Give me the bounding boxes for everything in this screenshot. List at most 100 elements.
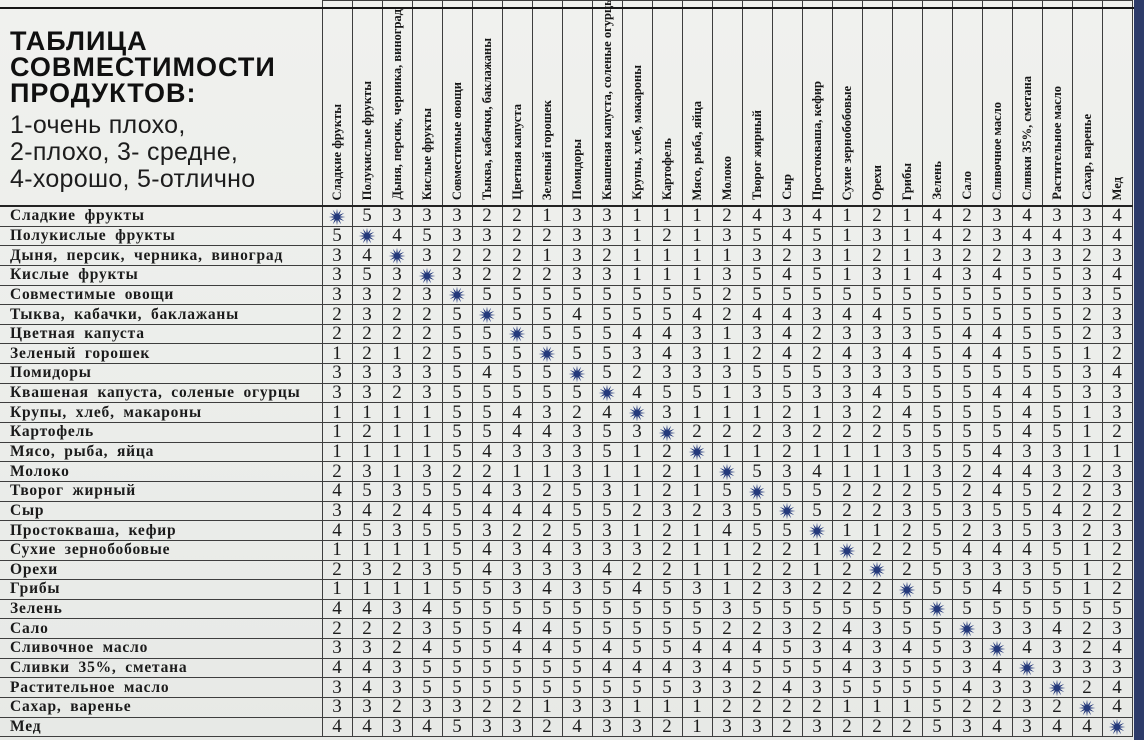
matrix-rating-cell: 3 bbox=[1101, 520, 1133, 541]
matrix-rating-cell: 4 bbox=[351, 657, 383, 679]
matrix-rating-cell: 3 bbox=[381, 205, 413, 227]
matrix-rating-cell: 4 bbox=[471, 441, 503, 463]
matrix-rating-cell: 2 bbox=[441, 245, 473, 266]
matrix-rating-cell: 4 bbox=[1041, 500, 1073, 522]
matrix-rating-cell: 2 bbox=[861, 205, 893, 227]
matrix-rating-cell: 1 bbox=[1101, 441, 1133, 463]
column-header-label: Мясо, рыба, яйца bbox=[690, 100, 704, 201]
matrix-rating-cell: 3 bbox=[861, 657, 893, 679]
matrix-rating-cell: 2 bbox=[651, 461, 683, 482]
matrix-diagonal-cell bbox=[591, 382, 623, 404]
matrix-rating-cell: 5 bbox=[1011, 304, 1043, 325]
matrix-rating-cell: 2 bbox=[1071, 245, 1103, 266]
matrix-rating-cell: 5 bbox=[981, 402, 1013, 424]
self-pair-star-icon bbox=[688, 443, 706, 461]
matrix-rating-cell: 1 bbox=[711, 343, 743, 365]
row-header-label: Полукислые фрукты bbox=[0, 225, 323, 247]
matrix-rating-cell: 3 bbox=[411, 697, 443, 718]
matrix-rating-cell: 5 bbox=[441, 638, 473, 659]
matrix-rating-cell: 3 bbox=[831, 323, 863, 345]
table-row: Творог жирный 4 5 3 5 5 4 3 2 5 3 1 2 1 5 5 5 2 2 2 5 2 4 5 2 2 3 bbox=[0, 480, 1133, 502]
matrix-rating-cell: 1 bbox=[351, 441, 383, 463]
matrix-rating-cell: 5 bbox=[921, 559, 953, 581]
matrix-rating-cell: 5 bbox=[921, 638, 953, 659]
matrix-rating-cell: 4 bbox=[1011, 539, 1043, 561]
matrix-rating-cell: 3 bbox=[411, 245, 443, 266]
matrix-rating-cell: 2 bbox=[351, 343, 383, 365]
table-row: Помидоры 3 3 3 3 5 4 5 5 5 2 3 3 3 5 5 5 3 3 3 5 5 5 5 5 3 4 bbox=[0, 363, 1133, 384]
matrix-rating-cell: 5 bbox=[1041, 539, 1073, 561]
matrix-rating-cell: 5 bbox=[921, 520, 953, 541]
matrix-rating-cell: 2 bbox=[861, 500, 893, 522]
column-header: Крупы, хлеб, макароны bbox=[621, 0, 653, 207]
table-row: Картофель 1 2 1 1 5 5 4 4 3 5 3 2 2 2 3 2 2 2 5 5 5 5 4 5 1 2 bbox=[0, 422, 1133, 443]
matrix-rating-cell: 4 bbox=[981, 382, 1013, 404]
column-header-label: Сливки 35%, сметана bbox=[1020, 75, 1034, 200]
matrix-rating-cell: 3 bbox=[441, 697, 473, 718]
matrix-rating-cell: 4 bbox=[1011, 638, 1043, 659]
matrix-rating-cell: 5 bbox=[891, 677, 923, 699]
matrix-rating-cell: 4 bbox=[591, 657, 623, 679]
matrix-rating-cell: 5 bbox=[501, 304, 533, 325]
matrix-rating-cell: 5 bbox=[1101, 284, 1133, 306]
matrix-rating-cell: 4 bbox=[1101, 205, 1133, 227]
title-block: ТАБЛИЦА СОВМЕСТИМОСТИ ПРОДУКТОВ: 1-очень… bbox=[10, 28, 315, 193]
matrix-rating-cell: 5 bbox=[501, 677, 533, 699]
matrix-rating-cell: 2 bbox=[771, 245, 803, 266]
matrix-rating-cell: 5 bbox=[801, 284, 833, 306]
matrix-rating-cell: 2 bbox=[831, 716, 863, 738]
matrix-rating-cell: 3 bbox=[741, 245, 773, 266]
matrix-rating-cell: 4 bbox=[981, 343, 1013, 365]
matrix-rating-cell: 1 bbox=[411, 402, 443, 424]
matrix-rating-cell: 4 bbox=[351, 500, 383, 522]
matrix-rating-cell: 1 bbox=[831, 461, 863, 482]
matrix-rating-cell: 2 bbox=[951, 461, 983, 482]
matrix-rating-cell: 3 bbox=[591, 205, 623, 227]
matrix-rating-cell: 5 bbox=[561, 520, 593, 541]
matrix-rating-cell: 5 bbox=[951, 304, 983, 325]
matrix-rating-cell: 3 bbox=[861, 264, 893, 286]
matrix-rating-cell: 4 bbox=[1011, 461, 1043, 482]
matrix-rating-cell: 4 bbox=[771, 304, 803, 325]
matrix-rating-cell: 2 bbox=[381, 323, 413, 345]
matrix-rating-cell: 5 bbox=[921, 618, 953, 640]
legend-line-2: 2-плохо, 3- средне, bbox=[10, 138, 239, 166]
column-header: Кислые фрукты bbox=[411, 0, 443, 207]
matrix-diagonal-cell bbox=[321, 205, 353, 227]
column-header: Помидоры bbox=[561, 0, 593, 207]
matrix-rating-cell: 3 bbox=[561, 441, 593, 463]
matrix-rating-cell: 3 bbox=[531, 559, 563, 581]
matrix-rating-cell: 3 bbox=[1071, 382, 1103, 404]
matrix-rating-cell: 2 bbox=[1101, 579, 1133, 600]
column-header-label: Сливочное масло bbox=[990, 101, 1004, 201]
matrix-rating-cell: 4 bbox=[831, 638, 863, 659]
matrix-rating-cell: 5 bbox=[471, 323, 503, 345]
matrix-rating-cell: 4 bbox=[891, 638, 923, 659]
table-row: Дыня, персик, черника, виноград 3 4 3 2 2 2 1 3 2… bbox=[0, 245, 1133, 266]
matrix-diagonal-cell bbox=[891, 579, 923, 600]
matrix-rating-cell: 4 bbox=[531, 638, 563, 659]
matrix-rating-cell: 3 bbox=[561, 559, 593, 581]
matrix-rating-cell: 4 bbox=[981, 539, 1013, 561]
matrix-rating-cell: 2 bbox=[1101, 422, 1133, 443]
column-header: Творог жирный bbox=[741, 0, 773, 207]
matrix-rating-cell: 3 bbox=[501, 539, 533, 561]
matrix-rating-cell: 2 bbox=[651, 559, 683, 581]
row-header-label: Сыр bbox=[0, 500, 323, 522]
matrix-rating-cell: 3 bbox=[561, 225, 593, 247]
matrix-rating-cell: 3 bbox=[561, 539, 593, 561]
matrix-rating-cell: 2 bbox=[651, 225, 683, 247]
column-header-label: Кислые фрукты bbox=[420, 107, 434, 200]
matrix-rating-cell: 2 bbox=[981, 245, 1013, 266]
matrix-rating-cell: 5 bbox=[531, 284, 563, 306]
matrix-rating-cell: 4 bbox=[471, 480, 503, 502]
matrix-rating-cell: 5 bbox=[681, 618, 713, 640]
matrix-rating-cell: 1 bbox=[681, 697, 713, 718]
matrix-rating-cell: 2 bbox=[801, 422, 833, 443]
matrix-rating-cell: 3 bbox=[411, 363, 443, 384]
matrix-rating-cell: 5 bbox=[411, 520, 443, 541]
matrix-rating-cell: 5 bbox=[1011, 363, 1043, 384]
self-pair-star-icon bbox=[418, 267, 436, 284]
matrix-rating-cell: 1 bbox=[711, 382, 743, 404]
matrix-rating-cell: 3 bbox=[411, 205, 443, 227]
